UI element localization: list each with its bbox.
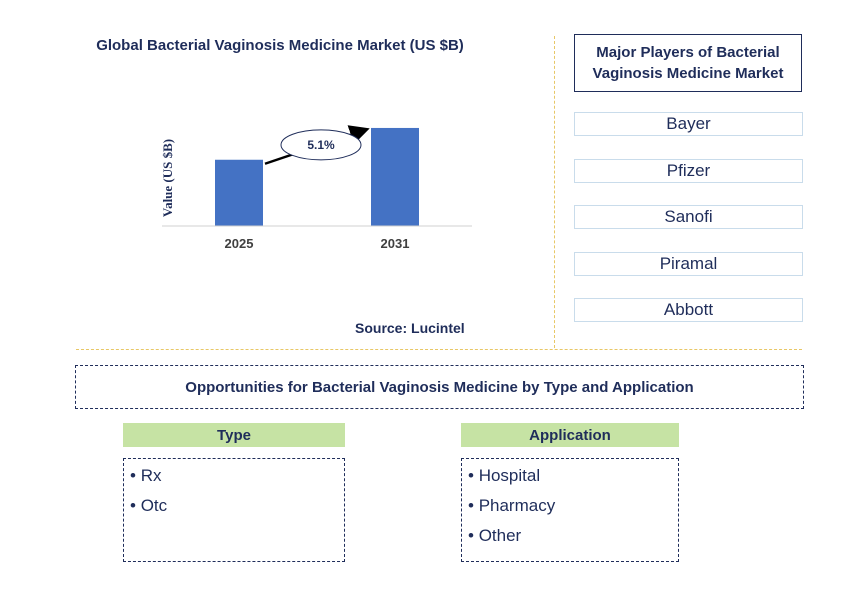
vertical-divider <box>554 36 555 348</box>
player-pfizer: Pfizer <box>574 159 803 183</box>
list-item: • Pharmacy <box>468 496 556 515</box>
x-tick-label: 2025 <box>225 236 254 251</box>
list-item: • Other <box>468 526 522 545</box>
x-tick-label: 2031 <box>381 236 410 251</box>
growth-annotation: 5.1% <box>264 125 370 165</box>
growth-label: 5.1% <box>307 138 335 152</box>
list-item: • Rx <box>130 466 162 485</box>
player-bayer: Bayer <box>574 112 803 136</box>
type-header: Type <box>123 423 345 447</box>
list-item: • Otc <box>130 496 168 515</box>
opportunities-title: Opportunities for Bacterial Vaginosis Me… <box>75 365 804 409</box>
type-list: • Rx • Otc <box>123 458 345 562</box>
bar-2031 <box>371 127 419 226</box>
chart-title: Global Bacterial Vaginosis Medicine Mark… <box>96 37 464 54</box>
player-abbott: Abbott <box>574 298 803 322</box>
bar-2025 <box>215 159 263 226</box>
bar-chart: Value (US $B) 2025 2031 5.1% <box>160 125 472 251</box>
growth-ellipse <box>280 129 362 161</box>
source-label: Source: Lucintel <box>355 320 465 336</box>
players-title: Major Players of Bacterial Vaginosis Med… <box>574 34 802 92</box>
player-sanofi: Sanofi <box>574 205 803 229</box>
list-item: • Hospital <box>468 466 541 485</box>
y-axis-label: Value (US $B) <box>160 139 175 217</box>
application-header: Application <box>461 423 679 447</box>
player-piramal: Piramal <box>574 252 803 276</box>
horizontal-divider <box>76 349 802 350</box>
application-list: • Hospital • Pharmacy • Other <box>461 458 679 562</box>
